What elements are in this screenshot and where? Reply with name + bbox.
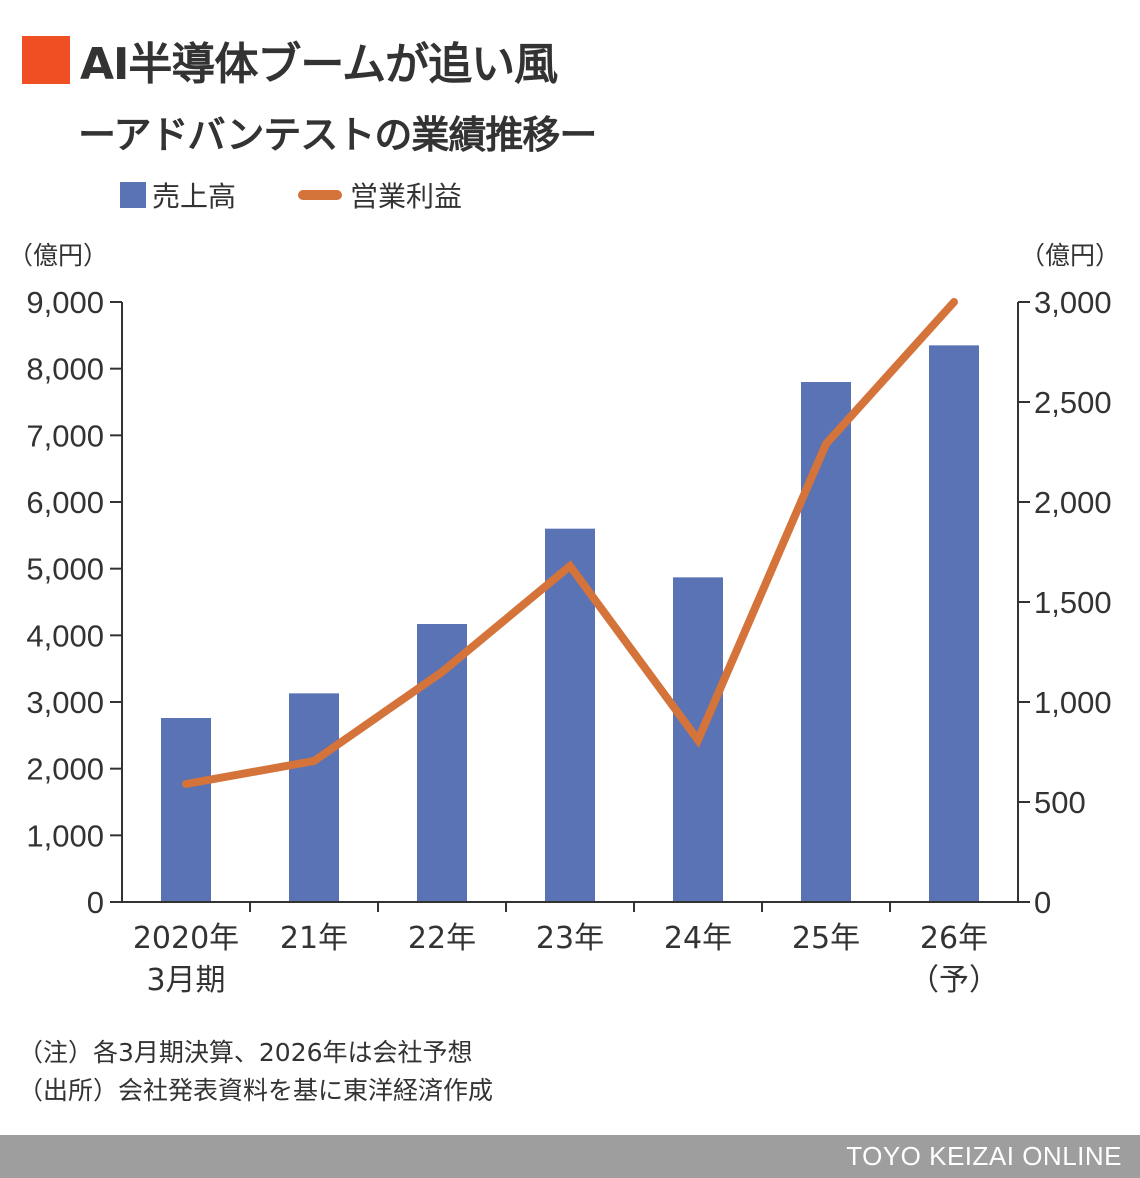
right-tick-label: 500 (1034, 785, 1086, 820)
left-tick-label: 3,000 (26, 685, 104, 720)
right-tick-label: 2,500 (1034, 385, 1112, 420)
note-line: （出所）会社発表資料を基に東洋経済作成 (18, 1076, 494, 1105)
bar (929, 345, 979, 902)
left-tick-label: 2,000 (26, 752, 104, 787)
notes: （注）各3月期決算、2026年は会社予想 （出所）会社発表資料を基に東洋経済作成 (18, 1034, 493, 1110)
x-tick-label: 3月期 (146, 963, 225, 998)
left-tick-label: 6,000 (26, 485, 104, 520)
left-tick-label: 4,000 (26, 618, 104, 653)
bar (417, 624, 467, 902)
left-tick-label: 9,000 (26, 285, 104, 320)
legend: 売上高 営業利益 (120, 175, 462, 215)
right-tick-label: 1,000 (1034, 685, 1112, 720)
right-axis-unit: （億円） (1019, 241, 1120, 270)
x-tick-label: 2020年 (133, 921, 239, 956)
legend-line-swatch (298, 190, 343, 200)
bar (289, 693, 339, 902)
x-tick-label: （予） (909, 963, 999, 998)
profit-line (182, 298, 958, 788)
legend-bar-swatch (120, 182, 146, 208)
left-tick-label: 7,000 (26, 418, 104, 453)
left-tick-label: 5,000 (26, 552, 104, 587)
right-tick-label: 1,500 (1034, 585, 1112, 620)
chart-plot: 0 1,000 2,000 3,000 4,000 5,000 6,000 7,000 8,00… (26, 285, 1112, 998)
x-tick-label: 24年 (664, 921, 732, 956)
chart-title: AI半導体ブームが追い風 (80, 39, 558, 90)
bar (801, 382, 851, 902)
x-tick-label: 22年 (408, 921, 476, 956)
footer-brand: TOYO KEIZAI ONLINE (846, 1141, 1122, 1171)
title-row: AI半導体ブームが追い風 (22, 30, 558, 90)
legend-line-label: 営業利益 (350, 180, 463, 213)
note-line: （注）各3月期決算、2026年は会社予想 (18, 1038, 473, 1067)
left-tick-label: 8,000 (26, 352, 104, 387)
right-tick-label: 2,000 (1034, 485, 1112, 520)
chart-subtitle: ーアドバンテストの業績推移ー (78, 113, 597, 157)
right-tick-label: 3,000 (1034, 285, 1112, 320)
x-tick-label: 25年 (792, 921, 860, 956)
left-tick-label: 1,000 (26, 818, 104, 853)
footer-bar: TOYO KEIZAI ONLINE (0, 1135, 1140, 1178)
x-tick-label: 23年 (536, 921, 604, 956)
x-tick-label: 26年 (920, 921, 988, 956)
left-axis-unit: （億円） (8, 241, 109, 270)
title-accent-square (22, 36, 70, 84)
right-tick-label: 0 (1034, 885, 1051, 920)
left-tick-label: 0 (87, 885, 104, 920)
bar (161, 718, 211, 902)
legend-bar-label: 売上高 (152, 180, 237, 213)
x-tick-label: 21年 (280, 921, 348, 956)
